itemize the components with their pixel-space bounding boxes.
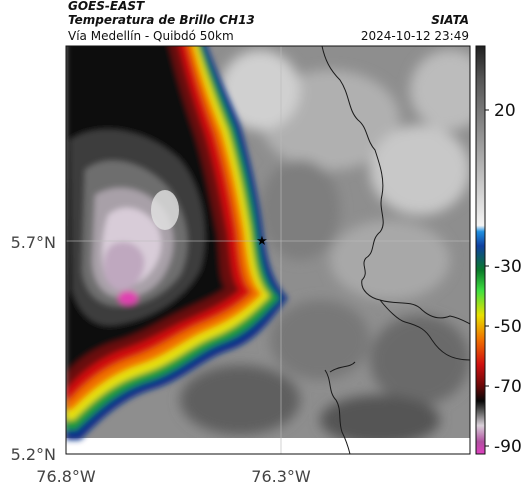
lon-label-76.3: 76.3°W [251, 467, 311, 486]
bright-cloud-top [151, 190, 179, 230]
colorbar-tick-neg70: -70 [494, 377, 522, 397]
station-star-icon: ★ [256, 234, 268, 249]
lon-label-76.8: 76.8°W [36, 467, 96, 486]
lat-label-5.2: 5.2°N [11, 445, 56, 464]
boundary-line-3 [324, 369, 351, 454]
boundary-line-4 [329, 361, 356, 373]
colorbar-tick-neg50: -50 [494, 317, 522, 337]
colorbar-tick-neg30: -30 [494, 257, 522, 277]
colorbar-scale [475, 45, 486, 455]
cloud-texture [180, 50, 470, 445]
boundary-line-1 [321, 46, 470, 325]
product-title: Temperatura de Brillo CH13 [68, 13, 255, 27]
convective-storm [66, 46, 288, 440]
lat-label-5.7: 5.7°N [11, 233, 56, 252]
colorbar-tick-20: 20 [494, 101, 516, 121]
boundary-line-2 [379, 299, 470, 361]
agency-name: SIATA [431, 13, 469, 27]
satellite-name: GOES-EAST [68, 0, 145, 13]
satellite-image [66, 46, 470, 454]
timestamp: 2024-10-12 23:49 [360, 29, 469, 43]
route-subtitle: Vía Medellín - Quibdó 50km [68, 29, 234, 43]
colorbar-tick-neg90: -90 [494, 437, 522, 457]
map-frame-border [65, 45, 471, 455]
colorbar: 20 -30 -50 -70 -90 [475, 45, 522, 457]
